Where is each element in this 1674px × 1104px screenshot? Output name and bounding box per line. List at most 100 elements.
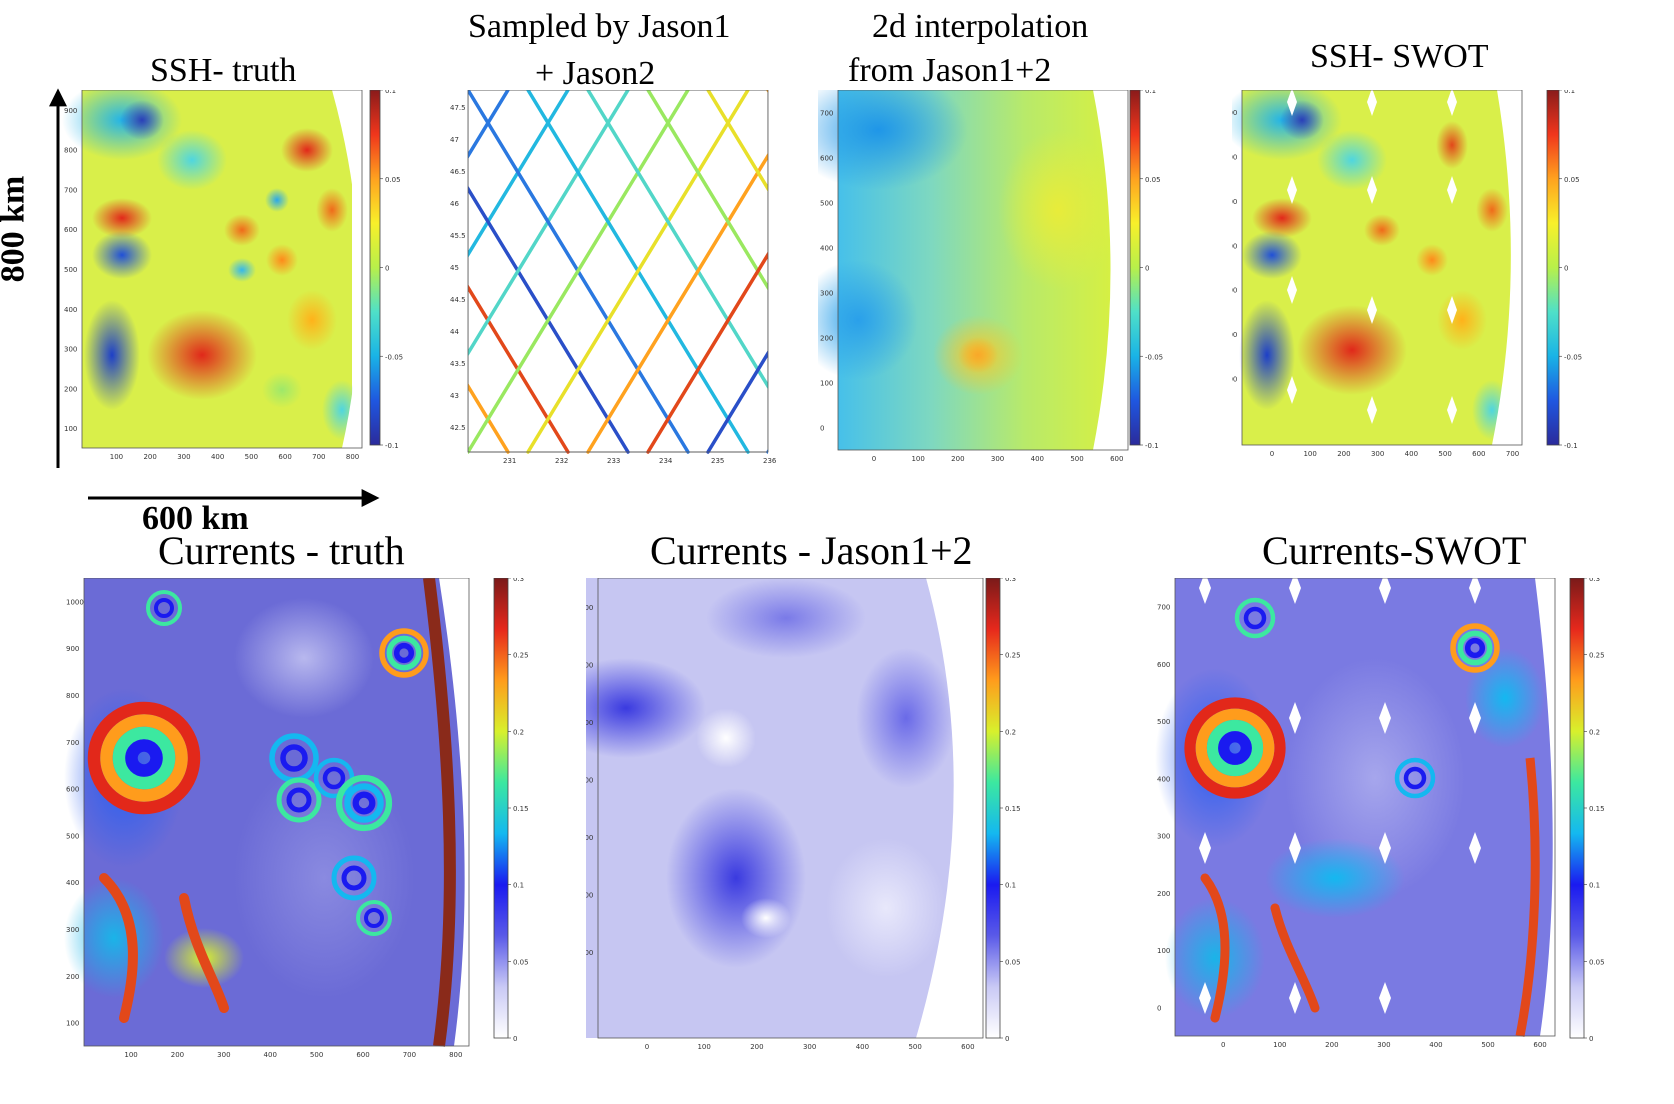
x-tick-label: 600 [1472, 450, 1485, 458]
swath-gap [1199, 982, 1211, 1014]
jason-track [466, 90, 690, 454]
y-tick-label: 700 [1232, 109, 1237, 117]
y-tick-label: 600 [820, 155, 833, 163]
y-tick-label: 43 [450, 392, 459, 400]
x-tick-label: 0 [645, 1043, 649, 1051]
swath-gap [1469, 702, 1481, 734]
colorbar-tick-label: 0.1 [513, 882, 524, 890]
panel-ssh-truth: 100 200 300 400 500 600 700 800 900 800 700 600 500 4… [62, 90, 422, 500]
eddy-ring [1195, 708, 1275, 788]
panel-currents-jason: 0 100 200 300 400 500 600 700 600 500 400 300 200 100… [586, 578, 1106, 1100]
eddy-ring [1184, 697, 1286, 799]
y-tick-label: 47 [450, 136, 459, 144]
y-tick-label: 0 [1157, 1004, 1161, 1012]
eddy-ring [393, 642, 415, 664]
panel-currents-truth: 100 200 300 400 500 600 700 800 1000 900 800 700 600… [54, 578, 574, 1100]
eddy-blob [1242, 231, 1302, 279]
jason-track [448, 90, 630, 390]
eddy-blob [262, 372, 302, 408]
jet [1200, 873, 1230, 1023]
y-tick-label: 600 [64, 226, 77, 234]
eddy-ring [1394, 757, 1436, 799]
eddy-blob [1416, 244, 1448, 276]
plot-frame [837, 90, 1129, 451]
x-tick-label: 500 [310, 1051, 323, 1059]
y-tick-label: 900 [64, 107, 77, 115]
eddy-ring [112, 726, 176, 790]
y-tick-label: 400 [586, 776, 593, 784]
eddy-blob [1165, 898, 1265, 1018]
plot-frame [83, 578, 470, 1047]
colorbar-tick-label: 0.05 [385, 176, 401, 184]
y-tick-label: 300 [64, 346, 77, 354]
colorbar-tick-label: 0.2 [1005, 728, 1016, 736]
y-tick-label: 600 [1232, 154, 1237, 162]
swath-gap [1379, 578, 1391, 604]
x-tick-label: 600 [278, 453, 291, 461]
x-tick-label: 100 [124, 1051, 137, 1059]
x-tick-label: 300 [1371, 450, 1384, 458]
eddy-blob [64, 878, 164, 998]
eddy-ring [125, 739, 163, 777]
eddy-blob [92, 198, 152, 238]
colorbar-currents-swot [1569, 578, 1585, 1039]
swath-gap [1287, 176, 1297, 204]
y-tick-label: 800 [66, 692, 79, 700]
eddy-blob [1465, 648, 1545, 748]
y-tick-label: 700 [66, 739, 79, 747]
y-tick-label: 42.5 [450, 424, 466, 432]
title-currents-jason: Currents - Jason1+2 [650, 528, 973, 573]
colorbar-tick-label: 0.05 [513, 958, 529, 966]
y-tick-label: 100 [1232, 375, 1237, 383]
colorbar-tick-label: -0.1 [1145, 442, 1159, 450]
y-tick-label: 44.5 [450, 296, 466, 304]
x-tick-label: 500 [1438, 450, 1451, 458]
y-tick-label: 400 [1232, 242, 1237, 250]
y-tick-label: 0 [820, 425, 824, 433]
jet [99, 873, 138, 1023]
y-tick-label: 400 [1157, 775, 1170, 783]
x-tick-label: 100 [697, 1043, 710, 1051]
eddy-ring [280, 744, 308, 772]
jason-track [706, 90, 788, 226]
colorbar-tick-label: 0.05 [1145, 176, 1161, 184]
x-tick-label: 800 [346, 453, 359, 461]
colorbar-tick-label: 0.15 [1005, 805, 1021, 813]
eddy-ring [356, 900, 392, 936]
y-tick-label: 300 [586, 834, 593, 842]
panel-currents-swot: 0 100 200 300 400 500 600 700 600 500 400 300 200 100… [1150, 578, 1670, 1100]
plot-frame [467, 90, 769, 453]
eddy-blob [228, 258, 256, 282]
jason-track [526, 90, 750, 454]
eddy-ring [276, 777, 322, 823]
colorbar-tick-label: 0 [1145, 265, 1149, 273]
swath-gap [1367, 90, 1377, 116]
colorbar-tick-label: 0.1 [1564, 90, 1575, 95]
x-tick-label: 100 [110, 453, 123, 461]
x-tick-label: 200 [143, 453, 156, 461]
eddy-blob [818, 260, 918, 380]
eddy-blob [287, 290, 337, 350]
x-tick-label: 600 [961, 1043, 974, 1051]
eddy-ring [331, 855, 377, 901]
y-tick-label: 100 [820, 380, 833, 388]
swath-gap [1469, 832, 1481, 864]
colorbar-tick-label: -0.1 [385, 442, 399, 450]
y-tick-label: 500 [586, 719, 593, 727]
y-tick-label: 800 [64, 147, 77, 155]
eddy-ring [100, 714, 188, 802]
colorbar-tick-label: 0.3 [1005, 578, 1016, 583]
eddy-blob [1317, 130, 1387, 190]
swath-gap [1447, 176, 1457, 204]
eddy-ring [1457, 630, 1493, 666]
colorbar-tick-label: 0.2 [513, 728, 524, 736]
title-sampled-line2: + Jason2 [535, 55, 656, 92]
y-tick-label: 600 [586, 661, 593, 669]
eddy-ring [386, 635, 422, 671]
swath-gap [1199, 578, 1211, 604]
colorbar-ssh-truth [369, 90, 381, 446]
y-tick-label: 43.5 [450, 360, 466, 368]
eddy-ring [286, 787, 312, 813]
x-tick-label: 200 [171, 1051, 184, 1059]
eddy-blob [741, 898, 791, 938]
